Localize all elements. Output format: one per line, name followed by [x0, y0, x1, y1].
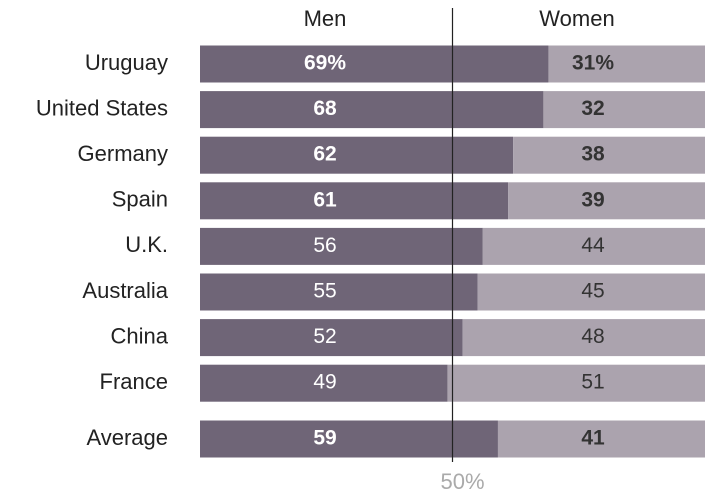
- category-label: Uruguay: [85, 50, 168, 75]
- value-label: 59: [313, 427, 336, 450]
- bar-segment: [462, 319, 705, 357]
- bar-segment: [543, 91, 705, 129]
- category-label: Average: [86, 425, 168, 450]
- reference-label: 50%: [440, 469, 484, 493]
- bar-segment: [447, 364, 705, 402]
- bar-segment: [200, 45, 549, 83]
- bar-segment: [200, 273, 478, 311]
- value-label: 44: [581, 234, 605, 257]
- value-label: 55: [313, 280, 336, 303]
- bar-segment: [548, 45, 705, 83]
- value-label: 38: [581, 143, 605, 166]
- value-label: 45: [581, 280, 604, 303]
- value-label: 39: [581, 188, 604, 211]
- bar-segment: [200, 227, 483, 265]
- value-label: 51: [581, 371, 604, 394]
- bar-segment: [200, 182, 509, 220]
- category-label: Spain: [112, 187, 168, 212]
- value-label: 31%: [572, 52, 614, 75]
- value-label: 48: [581, 325, 604, 348]
- legend-label: Men: [304, 6, 347, 31]
- value-label: 49: [313, 371, 336, 394]
- value-label: 61: [313, 188, 337, 211]
- value-label: 52: [313, 325, 336, 348]
- bar-segment: [200, 136, 514, 174]
- bar-segment: [200, 364, 448, 402]
- bar-segment: [508, 182, 705, 220]
- value-label: 68: [313, 97, 337, 120]
- category-label: U.K.: [125, 232, 168, 257]
- bar-segment: [477, 273, 705, 311]
- value-label: 41: [581, 427, 605, 450]
- bar-segment: [200, 91, 544, 129]
- category-label: United States: [36, 95, 168, 120]
- category-label: Germany: [78, 141, 168, 166]
- bar-segment: [200, 319, 463, 357]
- bar-segment: [482, 227, 705, 265]
- bar-segment: [497, 420, 705, 458]
- value-label: 32: [581, 97, 604, 120]
- legend-label: Women: [539, 6, 614, 31]
- bar-segment: [200, 420, 498, 458]
- value-label: 62: [313, 143, 336, 166]
- category-label: Australia: [82, 278, 168, 303]
- category-label: China: [111, 323, 169, 348]
- category-label: France: [100, 369, 168, 394]
- bar-segment: [513, 136, 705, 174]
- value-label: 69%: [304, 52, 346, 75]
- value-label: 56: [313, 234, 336, 257]
